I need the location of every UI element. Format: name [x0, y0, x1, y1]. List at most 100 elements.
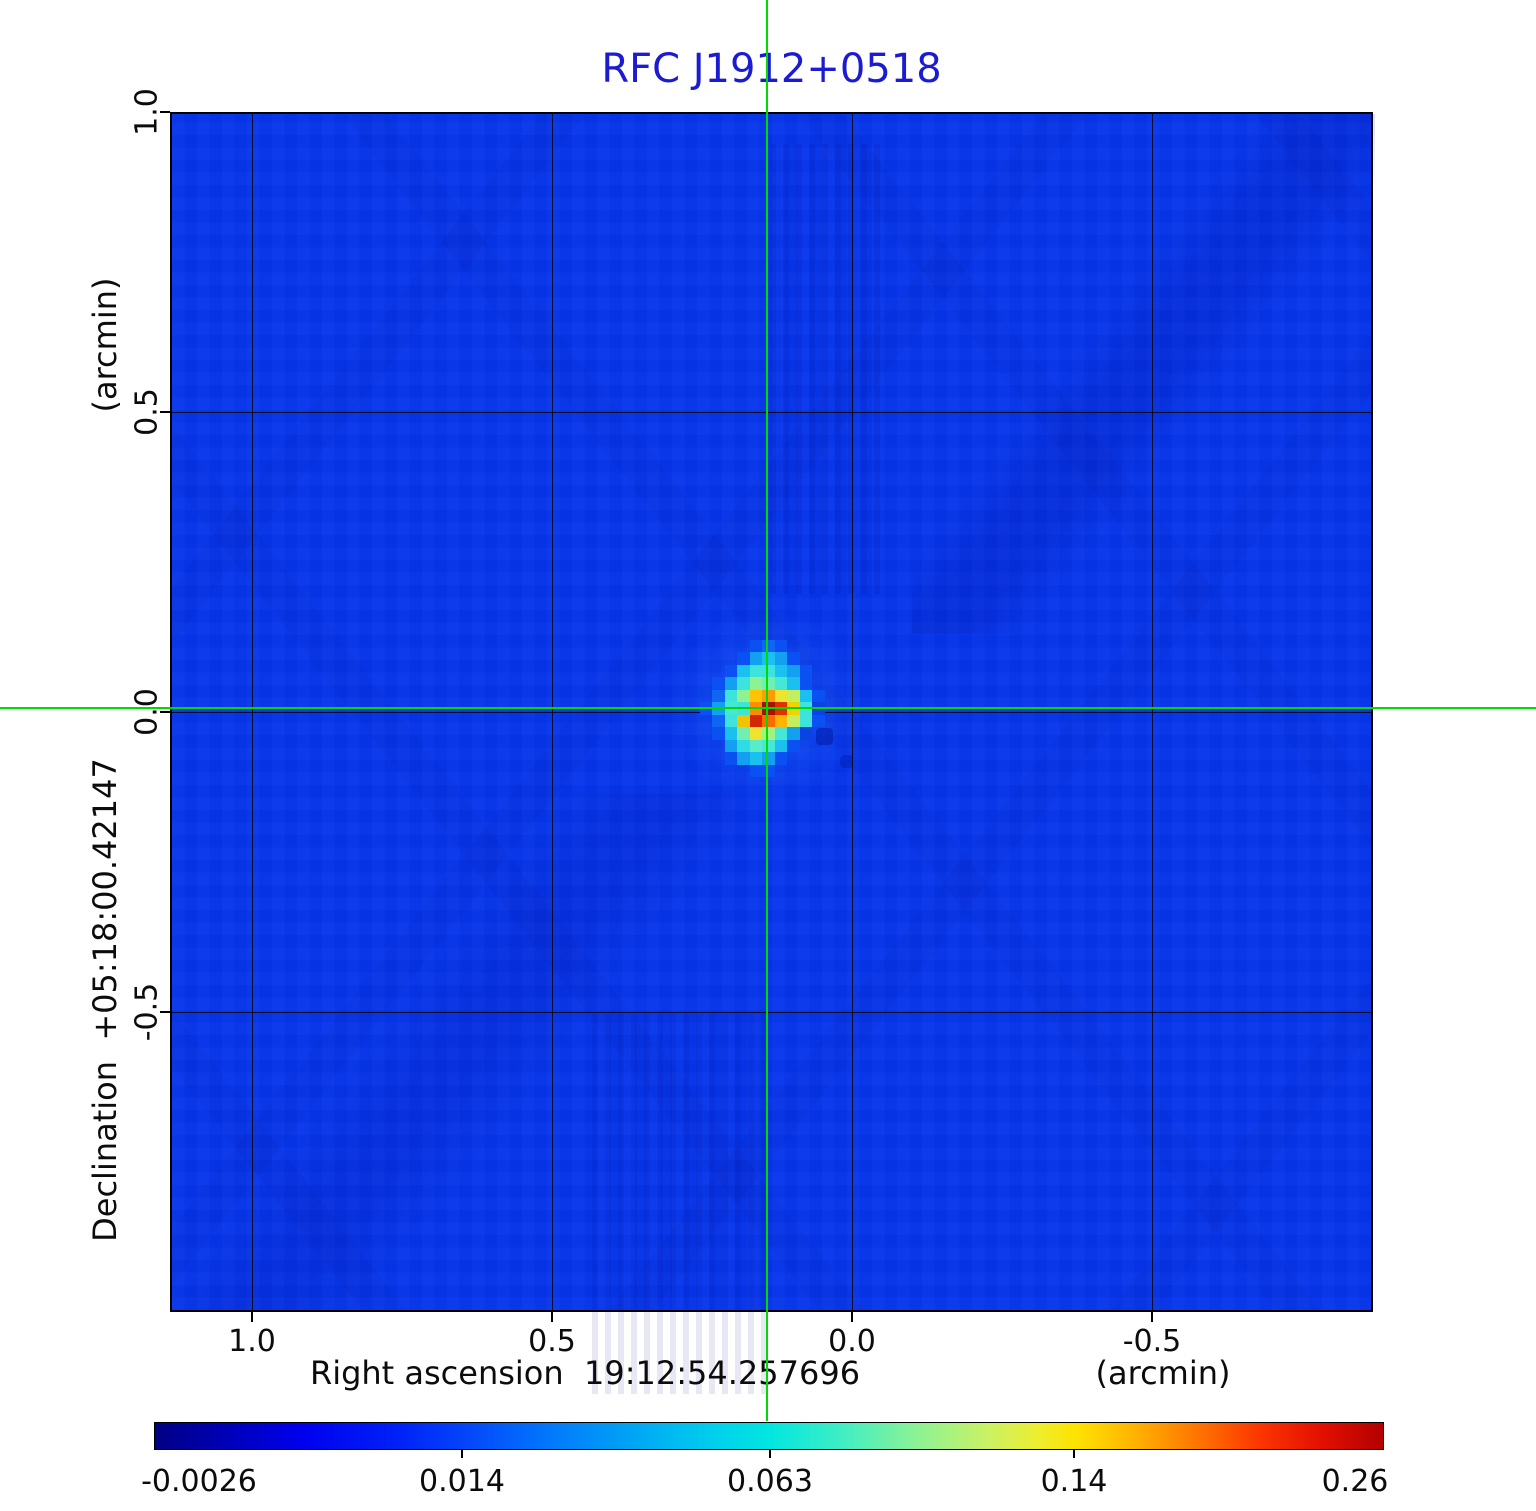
source-pixel — [737, 689, 750, 702]
negative-sidelobe-spot — [840, 755, 853, 768]
colorbar-tick-label: -0.0026 — [141, 1464, 257, 1499]
colorbar-tick-label: 0.063 — [727, 1464, 813, 1499]
negative-sidelobe-spot — [816, 728, 833, 745]
x-tick-mark — [251, 1312, 253, 1322]
source-pixel — [749, 639, 762, 652]
source-pixel — [749, 739, 762, 752]
source-pixel — [749, 689, 762, 702]
source-pixel — [762, 639, 775, 652]
source-pixel — [712, 727, 725, 740]
x-tick-mark — [1151, 1312, 1153, 1322]
source-pixel — [737, 664, 750, 677]
source-pixel — [737, 752, 750, 765]
source-pixel — [724, 752, 737, 765]
source-pixel — [787, 714, 800, 727]
colorbar — [154, 1422, 1384, 1450]
source-pixel — [724, 739, 737, 752]
colorbar-tick-mark — [1073, 1450, 1075, 1458]
x-tick-label: 1.0 — [228, 1324, 276, 1359]
source-pixel — [812, 714, 825, 727]
source-pixel — [787, 739, 800, 752]
source-pixel — [762, 739, 775, 752]
source-pixel — [724, 664, 737, 677]
source-pixel — [749, 714, 762, 727]
source-pixel — [774, 652, 787, 665]
sidelobe-ripple-top — [770, 144, 885, 594]
source-pixel — [774, 727, 787, 740]
sidelobe-ripple-bottom — [592, 1014, 772, 1394]
sky-map — [170, 112, 1375, 1394]
source-pixel — [787, 652, 800, 665]
source-pixel — [774, 752, 787, 765]
source-pixel — [762, 752, 775, 765]
y-tick-label: -0.5 — [129, 982, 165, 1042]
source-pixel — [712, 677, 725, 690]
source-pixel — [799, 664, 812, 677]
source-pixel — [787, 727, 800, 740]
source-pixel — [724, 727, 737, 740]
source-pixel — [799, 714, 812, 727]
sidelobe-streak-bottom-left — [172, 794, 732, 1310]
sidelobe-streak-top-right — [912, 114, 1375, 634]
colorbar-tick-mark — [769, 1450, 771, 1458]
source-pixel — [774, 639, 787, 652]
map-gridline-horizontal — [172, 1012, 1371, 1013]
source-pixel — [749, 664, 762, 677]
source-pixel — [724, 677, 737, 690]
map-gridline-horizontal — [172, 412, 1371, 413]
colorbar-tick-label: 0.26 — [1321, 1464, 1389, 1499]
y-tick-mark — [160, 711, 170, 713]
source-pixel — [724, 689, 737, 702]
source-pixel — [774, 677, 787, 690]
source-pixel — [774, 689, 787, 702]
source-pixel — [749, 677, 762, 690]
source-pixel — [774, 664, 787, 677]
y-tick-label: 0.5 — [129, 388, 165, 436]
x-tick-label: -0.5 — [1122, 1324, 1182, 1359]
y-tick-mark — [160, 411, 170, 413]
source-pixel — [737, 714, 750, 727]
source-pixel — [799, 727, 812, 740]
y-axis-unit: (arcmin) — [86, 277, 124, 413]
source-pixel — [799, 689, 812, 702]
y-tick-mark — [160, 1011, 170, 1013]
y-tick-label: 1.0 — [129, 88, 165, 136]
source-pixel — [749, 752, 762, 765]
source-pixel — [737, 727, 750, 740]
x-axis-unit: (arcmin) — [1095, 1354, 1231, 1392]
source-pixel — [712, 714, 725, 727]
source-pixel — [787, 664, 800, 677]
source-pixel — [787, 677, 800, 690]
source-pixel — [774, 739, 787, 752]
source-pixel — [787, 689, 800, 702]
source-pixel — [762, 714, 775, 727]
source-pixel — [762, 764, 775, 777]
crosshair-vertical-line — [766, 0, 768, 1421]
source-pixel — [749, 764, 762, 777]
source-pixel — [774, 714, 787, 727]
source-pixel — [724, 714, 737, 727]
colorbar-tick-label: 0.14 — [1040, 1464, 1108, 1499]
source-pixel — [737, 677, 750, 690]
crosshair-horizontal-line — [0, 707, 1536, 709]
source-pixel — [812, 689, 825, 702]
x-tick-label: 0.0 — [828, 1324, 876, 1359]
source-pixel — [762, 727, 775, 740]
source-pixel — [762, 677, 775, 690]
source-pixel — [762, 652, 775, 665]
x-tick-mark — [851, 1312, 853, 1322]
source-pixel — [712, 689, 725, 702]
y-axis-title: Declination +05:18:00.42147 — [86, 758, 124, 1242]
source-pixel — [762, 664, 775, 677]
colorbar-tick-mark — [461, 1450, 463, 1458]
source-pixel — [737, 652, 750, 665]
x-tick-mark — [551, 1312, 553, 1322]
source-pixel — [799, 677, 812, 690]
colorbar-tick-label: 0.014 — [419, 1464, 505, 1499]
x-tick-label: 0.5 — [528, 1324, 576, 1359]
y-tick-mark — [160, 111, 170, 113]
source-pixel — [749, 727, 762, 740]
source-pixel — [762, 689, 775, 702]
x-axis-title: Right ascension 19:12:54.257696 — [309, 1354, 861, 1392]
